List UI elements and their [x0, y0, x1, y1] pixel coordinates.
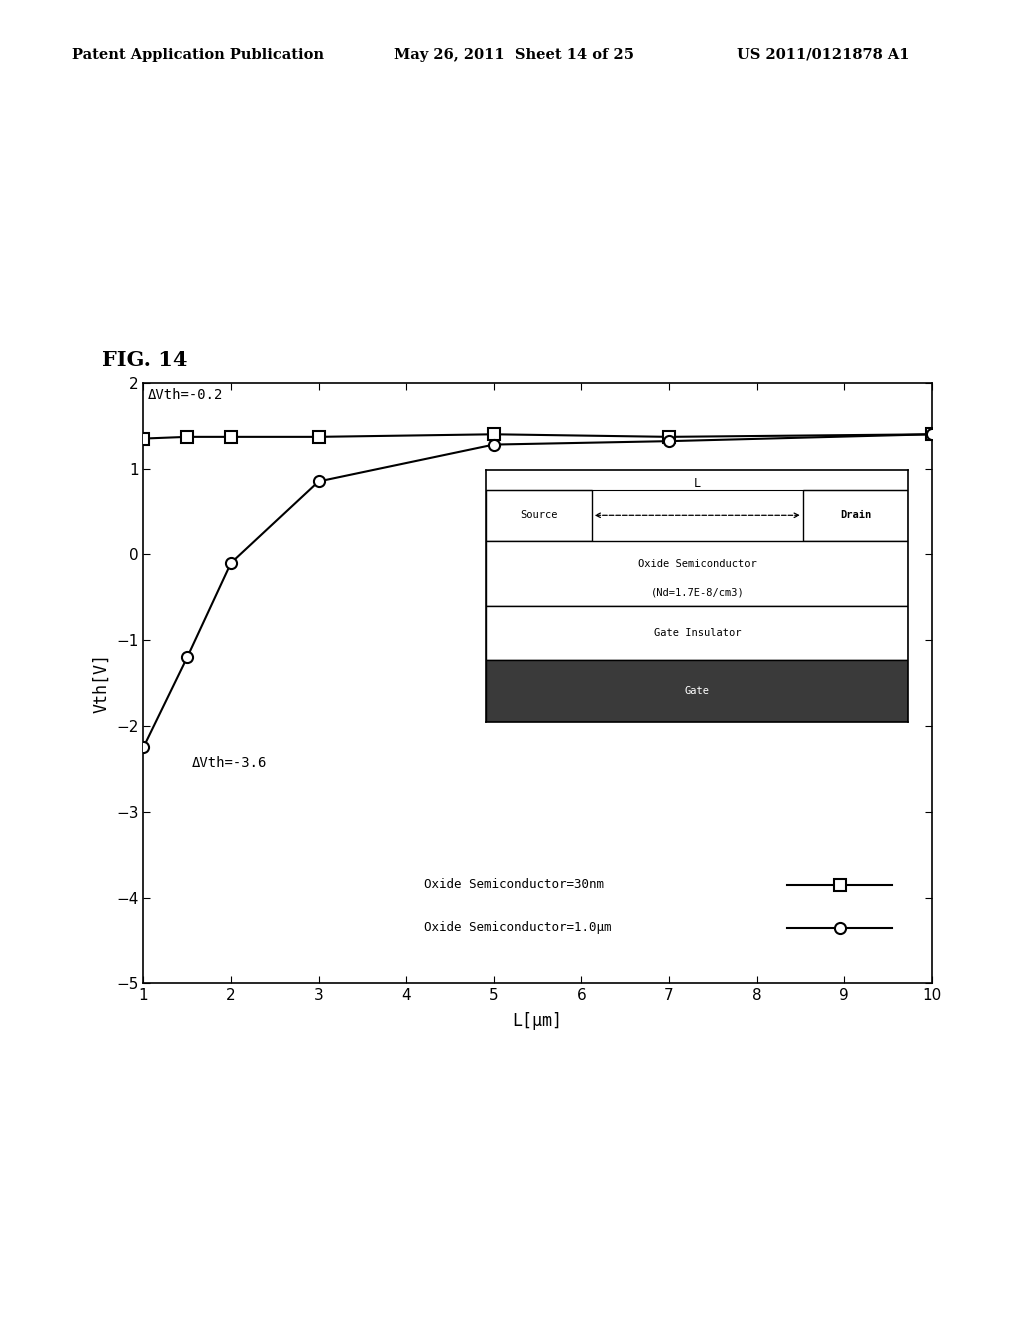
Text: ΔVth=-3.6: ΔVth=-3.6: [191, 756, 267, 770]
Text: Oxide Semiconductor=30nm: Oxide Semiconductor=30nm: [424, 878, 604, 891]
X-axis label: L[μm]: L[μm]: [513, 1011, 562, 1030]
Text: May 26, 2011  Sheet 14 of 25: May 26, 2011 Sheet 14 of 25: [394, 48, 634, 62]
Text: ΔVth=-0.2: ΔVth=-0.2: [147, 388, 223, 401]
Text: US 2011/0121878 A1: US 2011/0121878 A1: [737, 48, 909, 62]
Text: FIG. 14: FIG. 14: [102, 350, 187, 370]
Y-axis label: Vth[V]: Vth[V]: [92, 653, 111, 713]
Text: Oxide Semiconductor=1.0μm: Oxide Semiconductor=1.0μm: [424, 921, 611, 935]
Text: Patent Application Publication: Patent Application Publication: [72, 48, 324, 62]
